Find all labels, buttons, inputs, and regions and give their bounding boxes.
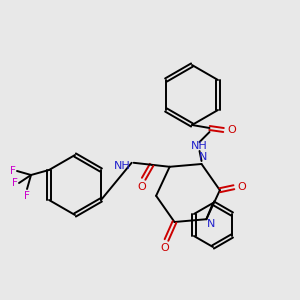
Text: F: F [24,191,30,201]
Text: F: F [10,166,16,176]
Text: O: O [160,243,169,253]
Text: O: O [137,182,146,192]
Text: NH: NH [114,161,130,171]
Text: N: N [199,152,208,162]
Text: F: F [12,178,18,188]
Text: O: O [238,182,246,192]
Text: NH: NH [191,141,208,151]
Text: N: N [207,219,215,229]
Text: O: O [227,125,236,135]
